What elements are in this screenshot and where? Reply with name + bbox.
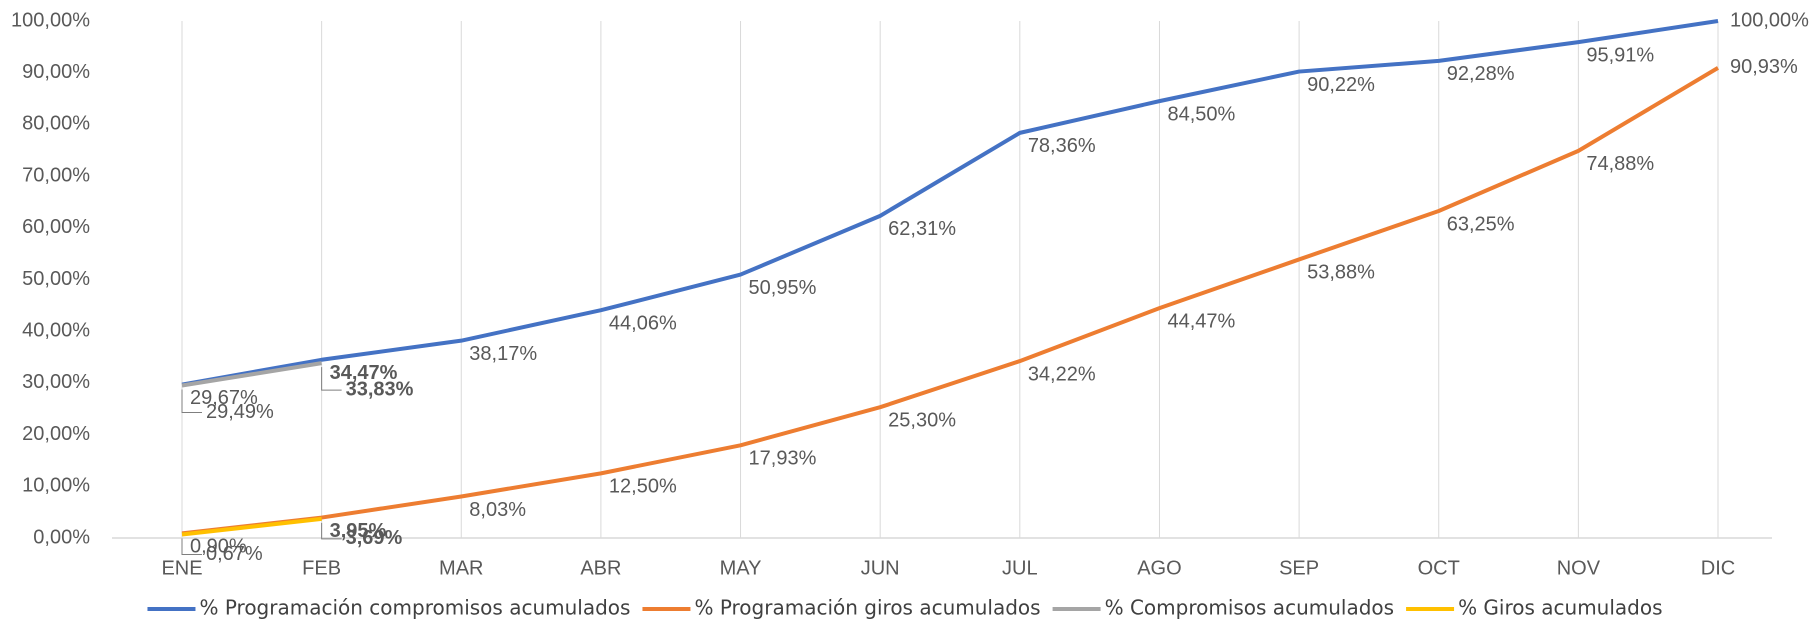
- data-label: 53,88%: [1307, 262, 1375, 284]
- leader-line: [321, 367, 342, 391]
- data-label: 17,93%: [749, 448, 817, 470]
- data-label: 29,49%: [206, 401, 274, 423]
- data-label: 44,47%: [1167, 310, 1235, 332]
- y-tick-label: 50,00%: [22, 268, 90, 290]
- x-tick-label: AGO: [1137, 557, 1181, 579]
- x-tick-label: NOV: [1557, 557, 1601, 579]
- y-tick-label: 30,00%: [22, 371, 90, 393]
- data-label: 3,95%: [330, 520, 387, 542]
- data-label: 25,30%: [888, 409, 956, 431]
- y-tick-label: 100,00%: [11, 9, 90, 31]
- series-line: [181, 361, 322, 388]
- data-label: 78,36%: [1028, 135, 1096, 157]
- x-tick-label: MAY: [720, 557, 762, 579]
- x-tick-label: OCT: [1418, 557, 1460, 579]
- y-tick-label: 60,00%: [22, 216, 90, 238]
- data-label: 84,50%: [1167, 103, 1235, 125]
- data-label: 63,25%: [1447, 213, 1515, 235]
- y-tick-label: 70,00%: [22, 164, 90, 186]
- legend-label: % Programación giros acumulados: [694, 596, 1040, 620]
- data-label: 8,03%: [469, 499, 526, 521]
- legend-label: % Programación compromisos acumulados: [199, 596, 630, 620]
- data-label: 0,67%: [206, 543, 263, 565]
- data-label: 95,91%: [1586, 44, 1654, 66]
- x-tick-label: JUN: [861, 557, 900, 579]
- series-line: [181, 19, 1719, 387]
- x-tick-label: JUL: [1002, 557, 1038, 579]
- data-label: 90,93%: [1730, 56, 1798, 78]
- x-tick-label: FEB: [302, 557, 341, 579]
- y-tick-label: 40,00%: [22, 319, 90, 341]
- y-tick-label: 80,00%: [22, 113, 90, 135]
- data-label: 74,88%: [1586, 153, 1654, 175]
- x-tick-label: DIC: [1701, 557, 1735, 579]
- y-tick-label: 0,00%: [33, 526, 90, 548]
- data-label: 44,06%: [609, 312, 677, 334]
- leader-line: [181, 389, 202, 414]
- y-tick-label: 10,00%: [22, 475, 90, 497]
- data-label: 34,22%: [1028, 363, 1096, 385]
- data-label: 92,28%: [1447, 63, 1515, 85]
- y-tick-label: 90,00%: [22, 61, 90, 83]
- data-label: 0,90%: [190, 536, 247, 558]
- data-label: 100,00%: [1730, 9, 1809, 31]
- series-line: [181, 516, 322, 537]
- legend-label: % Compromisos acumulados: [1105, 596, 1394, 620]
- leader-line: [181, 538, 202, 556]
- data-label: 90,22%: [1307, 74, 1375, 96]
- x-tick-label: ENE: [161, 557, 202, 579]
- leader-line: [321, 522, 342, 540]
- x-tick-label: ABR: [580, 557, 621, 579]
- data-label: 12,50%: [609, 476, 677, 498]
- data-label: 34,47%: [330, 362, 398, 384]
- data-label: 29,67%: [190, 387, 258, 409]
- x-tick-label: SEP: [1279, 557, 1319, 579]
- y-tick-label: 20,00%: [22, 423, 90, 445]
- legend: % Programación compromisos acumulados % P…: [147, 596, 1663, 620]
- data-label: 38,17%: [469, 343, 537, 365]
- legend-label: % Giros acumulados: [1458, 596, 1662, 620]
- data-label: 62,31%: [888, 218, 956, 240]
- data-label: 3,69%: [346, 527, 403, 549]
- data-label: 50,95%: [749, 277, 817, 299]
- series-line: [181, 66, 1720, 536]
- x-tick-label: MAR: [439, 557, 483, 579]
- data-label: 33,83%: [346, 378, 414, 400]
